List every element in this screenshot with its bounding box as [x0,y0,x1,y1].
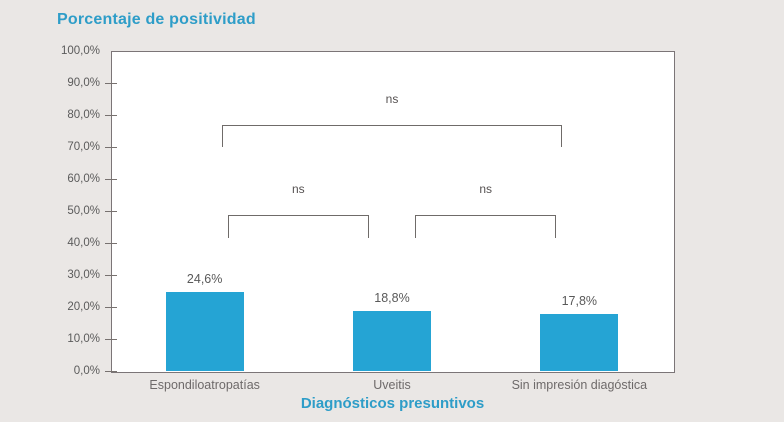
significance-bracket [221,124,563,147]
y-axis-tick-mark [105,339,117,340]
bar-value-label: 17,8% [561,294,598,309]
y-axis-tick-mark [105,371,117,372]
x-axis-title: Diagnósticos presuntivos [300,395,485,412]
y-axis-tick-label: 30,0% [67,269,100,281]
significance-label: ns [291,182,305,196]
y-axis-tick-mark [105,179,117,180]
bar [540,314,619,371]
significance-label: ns [479,182,492,196]
y-axis-tick-label: 90,0% [67,77,100,89]
significance-bracket [415,215,557,238]
category-label: Uveitis [373,378,411,392]
y-axis-tick-mark [105,147,117,148]
bar-value-label: 24,6% [186,272,223,287]
y-axis-tick-mark [105,115,117,116]
y-axis-tick-mark [105,243,117,244]
y-axis-tick-label: 60,0% [67,173,100,185]
y-axis-tick-mark [105,83,117,84]
y-axis-tick-label: 40,0% [67,237,100,249]
y-axis-tick-label: 50,0% [67,205,100,217]
category-label: Sin impresión diagóstica [511,378,648,392]
y-axis-tick-label: 20,0% [67,301,100,313]
y-axis-tick-label: 10,0% [67,333,100,345]
y-axis-tick-mark [105,275,117,276]
y-axis-tick-label: 100,0% [60,45,100,57]
y-axis-tick-label: 0,0% [73,365,100,377]
chart-title: Porcentaje de positividad [57,11,256,28]
bar-value-label: 18,8% [374,290,410,305]
bar [165,292,244,371]
bar [353,310,431,371]
y-axis-tick-mark [105,211,117,212]
significance-label: ns [385,91,399,106]
category-label: Espondiloatropatías [149,378,260,392]
y-axis-tick-label: 70,0% [67,141,100,153]
y-axis-tick-mark [105,307,117,308]
y-axis-tick-label: 80,0% [67,109,100,121]
significance-bracket [227,215,369,238]
